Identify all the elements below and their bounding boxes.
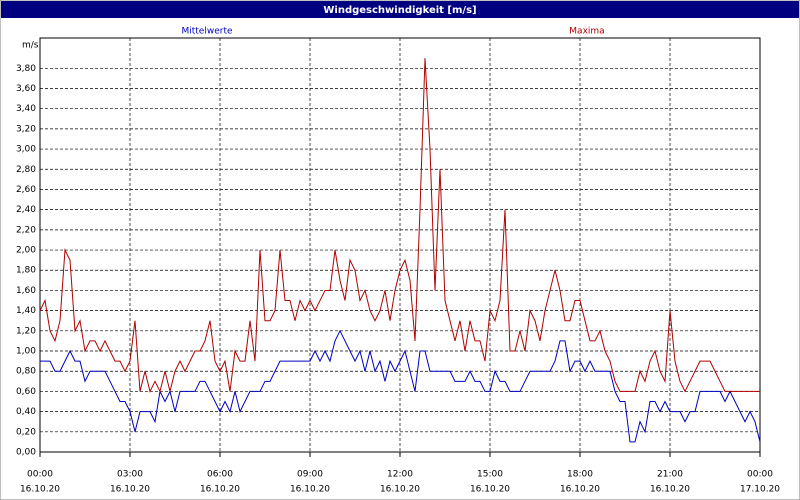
legend-entry: Mittelwerte — [181, 27, 232, 37]
x-tick-label: 03:00 — [117, 470, 143, 480]
y-tick-label: 1,40 — [16, 306, 36, 316]
x-tick-label: 15:00 — [477, 470, 503, 480]
x-tick-date: 16.10.20 — [20, 485, 60, 495]
title-bar — [1, 1, 799, 18]
y-tick-label: 2,40 — [16, 205, 36, 215]
y-tick-label: 2,00 — [16, 246, 36, 256]
y-tick-label: 1,20 — [16, 326, 36, 336]
x-tick-label: 12:00 — [387, 470, 413, 480]
y-tick-label: 0,40 — [16, 407, 36, 417]
y-tick-label: 1,00 — [16, 347, 36, 357]
x-tick-date: 16.10.20 — [290, 485, 330, 495]
x-tick-label: 00:00 — [747, 470, 773, 480]
y-tick-label: 3,00 — [16, 145, 36, 155]
y-tick-label: 2,80 — [16, 165, 36, 175]
x-tick-date: 16.10.20 — [560, 485, 600, 495]
y-tick-label: 0,80 — [16, 367, 36, 377]
legend-entry: Maxima — [569, 27, 604, 37]
x-tick-date: 16.10.20 — [200, 485, 240, 495]
x-tick-date: 16.10.20 — [650, 485, 690, 495]
y-tick-label: 0,00 — [16, 448, 36, 458]
x-tick-date: 17.10.20 — [740, 485, 780, 495]
y-tick-label: 1,60 — [16, 286, 36, 296]
x-tick-label: 18:00 — [567, 470, 593, 480]
y-tick-label: 2,60 — [16, 185, 36, 195]
y-tick-label: 0,20 — [16, 427, 36, 437]
x-tick-date: 16.10.20 — [110, 485, 150, 495]
x-tick-date: 16.10.20 — [470, 485, 510, 495]
x-tick-date: 16.10.20 — [380, 485, 420, 495]
x-tick-label: 06:00 — [207, 470, 233, 480]
y-tick-label: 3,40 — [16, 104, 36, 114]
y-tick-label: 2,20 — [16, 225, 36, 235]
chart-title: Windgeschwindigkeit [m/s] — [323, 5, 476, 16]
x-tick-label: 00:00 — [27, 470, 53, 480]
y-tick-label: 0,60 — [16, 387, 36, 397]
y-tick-label: 3,20 — [16, 124, 36, 134]
y-tick-label: 3,60 — [16, 84, 36, 94]
x-tick-label: 09:00 — [297, 470, 323, 480]
y-tick-label: 1,80 — [16, 266, 36, 276]
series-line — [39, 58, 760, 393]
x-tick-label: 21:00 — [657, 470, 683, 480]
y-axis-label: m/s — [22, 41, 39, 51]
y-tick-label: 3,80 — [16, 64, 36, 74]
